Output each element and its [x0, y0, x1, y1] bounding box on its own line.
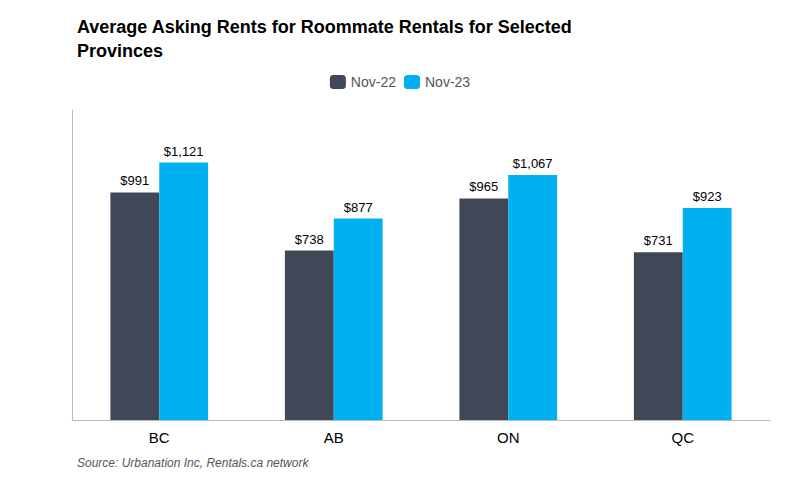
svg-text:$1,067: $1,067 [513, 156, 553, 171]
svg-text:$923: $923 [693, 189, 722, 204]
svg-text:BC: BC [149, 429, 170, 446]
svg-text:AB: AB [324, 429, 344, 446]
svg-text:$965: $965 [469, 179, 498, 194]
svg-text:ON: ON [497, 429, 520, 446]
svg-text:Average Asking Rents for Roomm: Average Asking Rents for Roommate Rental… [77, 17, 572, 37]
svg-text:QC: QC [672, 429, 695, 446]
svg-text:$1,121: $1,121 [164, 144, 204, 159]
svg-text:$738: $738 [295, 232, 324, 247]
svg-text:$877: $877 [344, 200, 373, 215]
svg-text:Nov-22: Nov-22 [351, 74, 396, 90]
svg-text:Source: Urbanation Inc, Rental: Source: Urbanation Inc, Rentals.ca netwo… [77, 456, 309, 470]
svg-text:$731: $731 [644, 233, 673, 248]
svg-text:Provinces: Provinces [77, 41, 163, 61]
svg-text:$991: $991 [120, 173, 149, 188]
svg-text:Nov-23: Nov-23 [425, 74, 470, 90]
